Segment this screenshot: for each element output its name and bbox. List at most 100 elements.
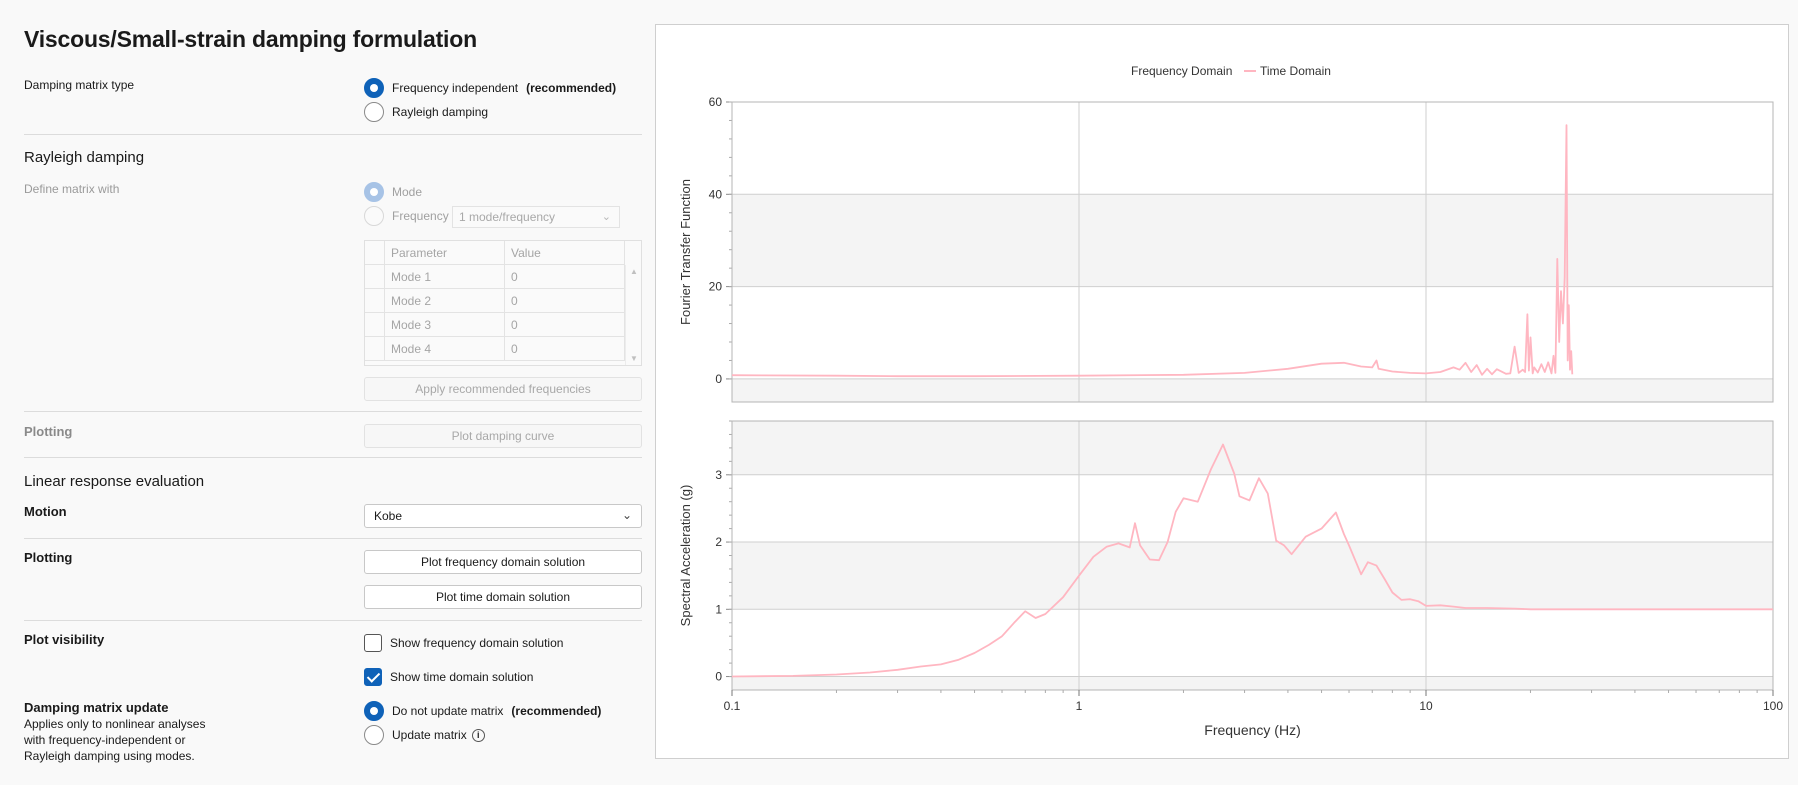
- checkbox-label: Show frequency domain solution: [390, 636, 564, 650]
- x-tick-label: 10: [1419, 699, 1433, 713]
- radio-update-matrix[interactable]: Update matrix i: [364, 725, 485, 745]
- recommended-tag: (recommended): [526, 81, 617, 95]
- define-matrix-label: Define matrix with: [24, 182, 120, 196]
- grid-header-row: Parameter Value: [365, 241, 625, 265]
- page-title: Viscous/Small-strain damping formulation: [24, 26, 477, 52]
- plot-frame: [731, 101, 1774, 403]
- info-icon[interactable]: i: [471, 728, 485, 742]
- x-tick-label: 0.1: [724, 699, 741, 713]
- plot-band: [732, 609, 1773, 677]
- plot-frequency-domain-button[interactable]: Plot frequency domain solution: [364, 550, 642, 574]
- grid-cell-value[interactable]: 0: [505, 265, 625, 289]
- plot-band: [732, 474, 1773, 543]
- plot-visibility-label: Plot visibility: [24, 632, 105, 647]
- grid-corner: [365, 241, 385, 265]
- checkbox[interactable]: [364, 668, 382, 686]
- row-header: [365, 313, 385, 337]
- legend-label-time-domain: Time Domain: [1260, 64, 1331, 78]
- description-line: Rayleigh damping using modes.: [24, 749, 195, 763]
- grid-cell-param: Mode 3: [385, 313, 505, 337]
- radio-label: Mode: [392, 185, 423, 199]
- divider: [24, 134, 642, 135]
- show-frequency-domain-checkbox[interactable]: Show frequency domain solution: [364, 633, 563, 653]
- checkbox[interactable]: [364, 634, 382, 652]
- radio-button[interactable]: [364, 725, 384, 745]
- row-header: [365, 289, 385, 313]
- radio-mode[interactable]: Mode: [364, 182, 422, 202]
- grid-cell-value[interactable]: 0: [505, 337, 625, 361]
- row-header: [365, 265, 385, 289]
- radio-button[interactable]: [364, 182, 384, 202]
- grid-header-parameter: Parameter: [385, 241, 505, 265]
- y-axis-label: Fourier Transfer Function: [678, 179, 693, 325]
- settings-panel: Viscous/Small-strain damping formulation…: [0, 0, 655, 785]
- plot-time-domain-button[interactable]: Plot time domain solution: [364, 585, 642, 609]
- grid-scrollbar[interactable]: ▲ ▼: [625, 265, 641, 365]
- chart-panel: 0 20 40 60 Fourier Transfer Function 0 1 2 3 Spec…: [655, 24, 1789, 759]
- y-tick-label: 1: [715, 602, 722, 616]
- y-tick-label: 2: [715, 535, 722, 549]
- y-tick-label: 3: [715, 468, 722, 482]
- motion-label: Motion: [24, 504, 67, 519]
- y-tick-label: 40: [709, 187, 723, 201]
- modes-grid: Parameter Value Mode 1 0 Mode 2 0 Mode 3…: [364, 240, 642, 366]
- radio-button[interactable]: [364, 78, 384, 98]
- grid-header-value: Value: [505, 241, 625, 265]
- radio-do-not-update-matrix[interactable]: Do not update matrix (recommended): [364, 701, 601, 721]
- grid-cell-value[interactable]: 0: [505, 289, 625, 313]
- rayleigh-plotting-label: Plotting: [24, 424, 73, 439]
- show-time-domain-checkbox[interactable]: Show time domain solution: [364, 667, 533, 687]
- plot-frame: [731, 420, 1774, 691]
- checkbox-label: Show time domain solution: [390, 670, 534, 684]
- radio-label: Rayleigh damping: [392, 105, 489, 119]
- grid-cell-param: Mode 4: [385, 337, 505, 361]
- radio-label: Frequency: [392, 209, 449, 223]
- description-line: Applies only to nonlinear analyses: [24, 717, 206, 731]
- radio-rayleigh-damping[interactable]: Rayleigh damping: [364, 102, 488, 122]
- radio-button[interactable]: [364, 102, 384, 122]
- chevron-down-icon: ⌄: [601, 211, 611, 223]
- recommended-tag: (recommended): [511, 704, 602, 718]
- radio-frequency[interactable]: Frequency: [364, 206, 449, 226]
- linear-plotting-label: Plotting: [24, 550, 73, 565]
- table-row: Mode 3 0: [365, 313, 625, 337]
- linear-response-heading: Linear response evaluation: [24, 473, 205, 490]
- plot-band: [732, 378, 1773, 402]
- apply-recommended-frequencies-button[interactable]: Apply recommended frequencies: [364, 377, 642, 401]
- radio-button[interactable]: [364, 701, 384, 721]
- radio-frequency-independent[interactable]: Frequency independent (recommended): [364, 78, 616, 98]
- damping-matrix-update-label: Damping matrix update: [24, 700, 169, 715]
- chart-canvas: 0 20 40 60 Fourier Transfer Function 0 1 2 3 Spec…: [678, 64, 1783, 738]
- x-tick-label: 1: [1076, 699, 1083, 713]
- radio-label: Update matrix: [392, 728, 467, 742]
- plot-band: [732, 542, 1773, 610]
- divider: [24, 620, 642, 621]
- grid-cell-param: Mode 1: [385, 265, 505, 289]
- plot-band: [732, 676, 1773, 690]
- divider: [24, 457, 642, 458]
- plot-band: [732, 286, 1773, 379]
- series-line: [731, 443, 1773, 678]
- table-row: Mode 4 0: [365, 337, 625, 361]
- table-row: Mode 1 0: [365, 265, 625, 289]
- legend-label-frequency-domain: Frequency Domain: [1131, 64, 1232, 78]
- y-tick-label: 20: [709, 280, 723, 294]
- select-value: 1 mode/frequency: [459, 210, 556, 224]
- description-line: with frequency-independent or: [24, 733, 186, 747]
- rayleigh-damping-heading: Rayleigh damping: [24, 149, 145, 166]
- damping-update-description: Applies only to nonlinear analyses with …: [24, 716, 224, 764]
- series-line: [731, 124, 1574, 378]
- y-tick-label: 0: [715, 372, 722, 386]
- plot-damping-curve-button[interactable]: Plot damping curve: [364, 424, 642, 448]
- grid-cell-value[interactable]: 0: [505, 313, 625, 337]
- motion-value: Kobe: [374, 509, 403, 523]
- scroll-up-icon[interactable]: ▲: [630, 267, 638, 276]
- scroll-down-icon[interactable]: ▼: [630, 354, 638, 363]
- divider: [24, 538, 642, 539]
- radio-button[interactable]: [364, 206, 384, 226]
- mode-frequency-select[interactable]: 1 mode/frequency ⌄: [452, 206, 620, 228]
- motion-select[interactable]: Kobe ⌄: [364, 504, 642, 528]
- plot-band: [732, 102, 1773, 195]
- x-tick-label: 100: [1763, 699, 1783, 713]
- table-row: Mode 2 0: [365, 289, 625, 313]
